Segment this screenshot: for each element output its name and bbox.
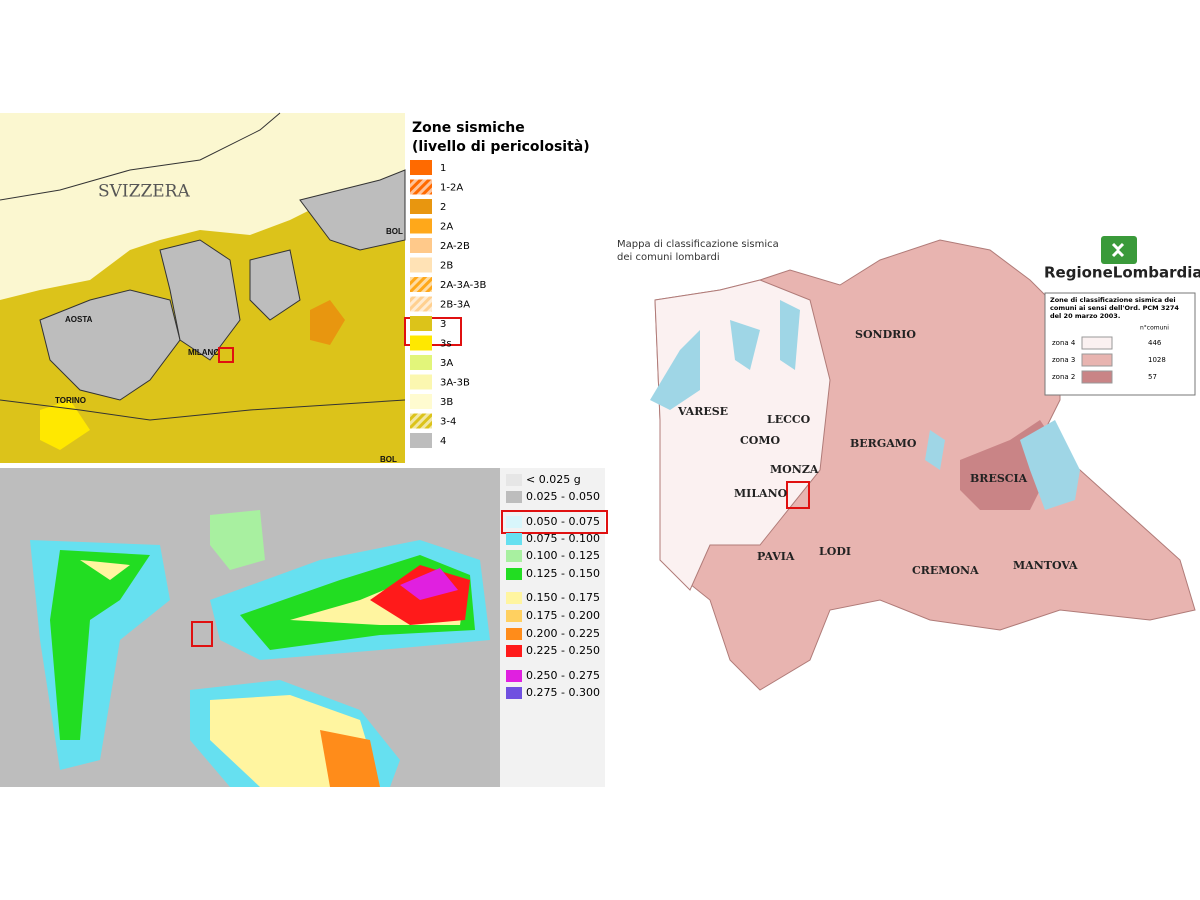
zone-count-legend: Zone di classificazione sismica dei comu… [1044, 292, 1196, 396]
legend-label: 1-2A [440, 183, 463, 194]
map-label: BERGAMO [850, 437, 917, 450]
legend-label: 0.225 - 0.250 [526, 644, 600, 657]
legend-title: Zone sismiche [412, 120, 525, 136]
legend-label: 3A-3B [440, 378, 470, 389]
legend-title: del 20 marzo 2003. [1050, 312, 1120, 320]
legend-swatch [410, 218, 432, 234]
legend-label: 3s [440, 339, 452, 350]
legend-label: 3B [440, 397, 453, 408]
map-label: SONDRIO [855, 328, 916, 341]
legend-swatch [506, 610, 522, 622]
legend-label: 2A [440, 222, 453, 233]
legend-label: 2A-3A-3B [440, 280, 487, 291]
legend-swatch [506, 550, 522, 562]
zone-map: SVIZZERA AOSTA MILANO TORINO BOL BOL [0, 112, 406, 464]
legend-swatch [410, 257, 432, 273]
legend-label: 0.125 - 0.150 [526, 567, 600, 580]
legend-swatch [1081, 336, 1113, 350]
legend-swatch [506, 491, 522, 503]
map-label: MILANO [734, 487, 788, 500]
legend-hatch [410, 277, 432, 292]
legend-label: 0.050 - 0.075 [526, 515, 600, 528]
legend-label: 2A-2B [440, 241, 470, 252]
legend-swatch [410, 394, 432, 409]
legend-label: 0.100 - 0.125 [526, 549, 600, 562]
legend-swatch [410, 335, 432, 351]
legend-title: (livello di pericolosità) [412, 139, 590, 155]
legend-label: zona 2 [1052, 373, 1075, 381]
legend-swatch [506, 628, 522, 640]
legend-label: 0.175 - 0.200 [526, 609, 600, 622]
legend-swatch [1081, 370, 1113, 384]
legend-swatch [410, 199, 432, 214]
map-label: VARESE [677, 405, 728, 418]
map-label: COMO [740, 434, 781, 447]
map-label: BRESCIA [970, 472, 1028, 485]
legend-label: 0.250 - 0.275 [526, 669, 600, 682]
legend-label: 0.200 - 0.225 [526, 627, 600, 640]
map-label: MANTOVA [1013, 559, 1078, 572]
legend-swatch [506, 568, 522, 580]
legend-header: n°comuni [1140, 325, 1169, 332]
hazard-legend: < 0.025 g 0.025 - 0.050 0.050 - 0.075 0.075… [501, 473, 608, 699]
legend-label: 0.150 - 0.175 [526, 591, 600, 604]
legend-swatch [410, 355, 432, 370]
legend-swatch [1081, 353, 1113, 367]
map-title: dei comuni lombardi [617, 252, 720, 263]
map-label: BOL [386, 227, 403, 236]
legend-hatch [410, 179, 432, 195]
legend-label: 2B [440, 261, 453, 272]
legend-swatch [410, 160, 432, 175]
legend-count: 446 [1148, 339, 1162, 347]
legend-label: 4 [440, 436, 446, 447]
legend-label: 0.075 - 0.100 [526, 532, 600, 545]
legend-title: Zone di classificazione sismica dei [1050, 296, 1176, 304]
legend-label: 1 [440, 163, 446, 174]
legend-label: 3A [440, 358, 453, 369]
map-label: SVIZZERA [98, 182, 190, 202]
legend-label: 0.025 - 0.050 [526, 490, 600, 503]
map-label: TORINO [55, 396, 86, 405]
legend-label: zona 3 [1052, 356, 1075, 364]
legend-label: 3-4 [440, 417, 456, 428]
map-label: LODI [819, 545, 851, 558]
legend-swatch [506, 516, 522, 528]
legend-swatch [410, 316, 432, 331]
map-label: PAVIA [757, 550, 795, 563]
legend-swatch [506, 474, 522, 486]
legend-title: comuni ai sensi dell'Ord. PCM 3274 [1050, 304, 1179, 312]
legend-swatch [506, 687, 522, 699]
zone-legend: Zone sismiche (livello di pericolosità) … [404, 120, 590, 448]
legend-label: 2B-3A [440, 300, 470, 311]
map-label: CREMONA [912, 564, 979, 577]
legend-swatch [410, 374, 432, 390]
hazard-map [0, 468, 605, 787]
map-label: MILANO [188, 348, 220, 357]
legend-swatch [506, 670, 522, 682]
legend-count: 57 [1148, 373, 1157, 381]
legend-swatch [506, 533, 522, 545]
legend-label: < 0.025 g [526, 473, 581, 486]
legend-label: zona 4 [1052, 339, 1076, 347]
legend-swatch [410, 433, 432, 448]
map-title: Mappa di classificazione sismica [617, 239, 779, 250]
brand: RegioneLombardia [1044, 264, 1200, 282]
legend-swatch [506, 592, 522, 604]
legend-hatch [410, 413, 432, 429]
legend-label: 3 [440, 319, 446, 330]
legend-hatch [410, 296, 432, 312]
legend-swatch [410, 238, 432, 253]
map-label: BOL [380, 455, 397, 464]
map-label: LECCO [767, 413, 811, 426]
legend-count: 1028 [1148, 356, 1166, 364]
legend-swatch [506, 645, 522, 657]
map-label: MONZA [770, 463, 819, 476]
map-label: AOSTA [65, 315, 93, 324]
legend-label: 2 [440, 202, 446, 213]
legend-label: 0.275 - 0.300 [526, 686, 600, 699]
